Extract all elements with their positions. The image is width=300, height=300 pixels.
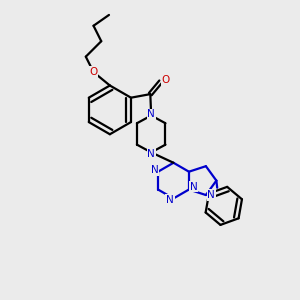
Text: O: O (161, 75, 169, 85)
Text: N: N (151, 165, 158, 175)
Text: O: O (89, 67, 98, 77)
Text: N: N (207, 190, 215, 200)
Text: N: N (147, 109, 155, 119)
Text: N: N (166, 195, 174, 205)
Text: N: N (147, 149, 155, 159)
Text: N: N (190, 182, 198, 192)
